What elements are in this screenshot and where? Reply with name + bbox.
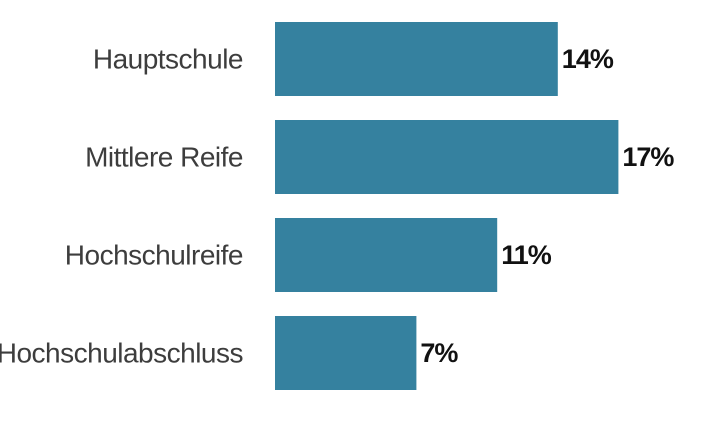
value-label-hauptschule: 14% (562, 44, 614, 74)
category-label-hauptschule: Hauptschule (93, 44, 243, 75)
value-label-hochschulabschluss: 7% (420, 338, 458, 368)
bar-hochschulabschluss (275, 316, 417, 390)
value-label-mittlere-reife: 17% (622, 142, 674, 172)
bar-hochschulreife (275, 218, 498, 292)
category-label-hochschulreife: Hochschulreife (65, 240, 243, 271)
value-labels-group: 14% 17% 11% 7% (420, 44, 675, 368)
bar-hauptschule (275, 22, 558, 96)
bars-group (275, 22, 619, 390)
category-label-hochschulabschluss: Hochschulabschluss (0, 338, 243, 369)
value-label-hochschulreife: 11% (501, 240, 552, 270)
category-labels-group: Hauptschule Mittlere Reife Hochschulreife H… (0, 44, 244, 369)
bar-mittlere-reife (275, 120, 619, 194)
category-label-mittlere-reife: Mittlere Reife (85, 142, 243, 173)
